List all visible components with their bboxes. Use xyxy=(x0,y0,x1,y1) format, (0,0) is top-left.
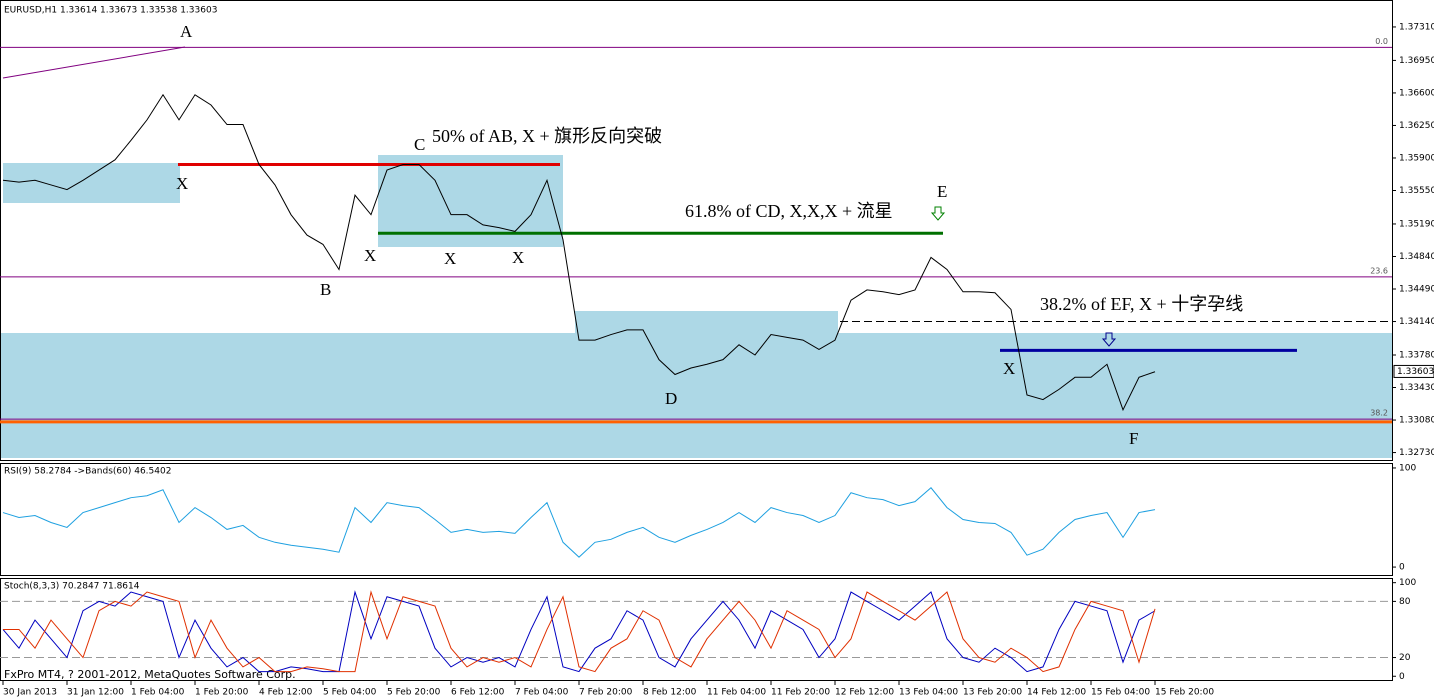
y-tick-label: 1.35550 xyxy=(1399,186,1434,196)
y-tick-label: 1.35190 xyxy=(1399,219,1434,229)
x-tick-label: 5 Feb 20:00 xyxy=(387,688,441,698)
chart-title: EURUSD,H1 1.33614 1.33673 1.33538 1.3360… xyxy=(4,6,217,16)
series-line xyxy=(2,93,1156,412)
y-tick-label: 100 xyxy=(1399,578,1416,588)
annotation: X xyxy=(176,174,188,193)
y-tick-label: 100 xyxy=(1399,463,1416,473)
fib-label: 38.2 xyxy=(1370,409,1388,418)
x-tick-label: 15 Feb 04:00 xyxy=(1091,688,1150,698)
annotation: F xyxy=(1129,429,1138,448)
annotation: 38.2% of EF, X + 十字孕线 xyxy=(1040,294,1243,314)
x-tick-label: 7 Feb 20:00 xyxy=(579,688,633,698)
price-tag-label: 1.33603 xyxy=(1397,367,1434,377)
x-tick-label: 6 Feb 12:00 xyxy=(451,688,505,698)
annotation: 50% of AB, X + 旗形反向突破 xyxy=(432,126,662,146)
x-tick-label: 15 Feb 20:00 xyxy=(1155,688,1214,698)
y-tick-label: 1.32730 xyxy=(1399,448,1434,458)
annotation: X xyxy=(512,248,524,267)
y-tick-label: 1.33080 xyxy=(1399,416,1434,426)
annotation: C xyxy=(414,135,425,154)
zone xyxy=(575,311,838,381)
x-tick-label: 8 Feb 12:00 xyxy=(643,688,697,698)
annotation: X xyxy=(1003,359,1015,378)
x-tick-label: 13 Feb 04:00 xyxy=(899,688,958,698)
y-tick-label: 1.36950 xyxy=(1399,56,1434,66)
annotation: D xyxy=(665,389,677,408)
annotation: X xyxy=(364,246,376,265)
x-tick-label: 13 Feb 20:00 xyxy=(963,688,1022,698)
x-tick-label: 30 Jan 2013 xyxy=(3,688,57,698)
y-tick-label: 0 xyxy=(1399,563,1405,573)
x-tick-label: 11 Feb 20:00 xyxy=(771,688,830,698)
x-tick-label: 4 Feb 12:00 xyxy=(259,688,313,698)
y-tick-label: 1.33430 xyxy=(1399,383,1434,393)
x-tick-label: 1 Feb 20:00 xyxy=(195,688,249,698)
annotation: A xyxy=(180,22,193,41)
stoch-title: Stoch(8,3,3) 70.2847 71.8614 xyxy=(4,582,140,592)
annotation: 61.8% of CD, X,X,X + 流星 xyxy=(685,201,893,221)
x-tick-label: 11 Feb 04:00 xyxy=(707,688,766,698)
y-tick-label: 1.34840 xyxy=(1399,252,1434,262)
y-tick-label: 1.36250 xyxy=(1399,121,1434,131)
y-tick-label: 1.34140 xyxy=(1399,317,1434,327)
fib-label: 0.0 xyxy=(1375,37,1388,46)
annotation: E xyxy=(937,182,947,201)
x-tick-label: 7 Feb 04:00 xyxy=(515,688,569,698)
y-tick-label: 1.36600 xyxy=(1399,88,1434,98)
annotation: B xyxy=(320,280,331,299)
y-tick-label: 1.37310 xyxy=(1399,22,1434,32)
x-tick-label: 5 Feb 04:00 xyxy=(323,688,377,698)
rsi-title: RSI(9) 58.2784 ->Bands(60) 46.5402 xyxy=(4,467,171,477)
series-line xyxy=(2,590,1156,673)
stoch-pane xyxy=(0,578,1393,681)
y-tick-label: 80 xyxy=(1399,597,1411,607)
price-tag xyxy=(1393,364,1434,378)
zone xyxy=(3,163,180,203)
x-tick-label: 31 Jan 12:00 xyxy=(67,688,124,698)
price-pane xyxy=(0,0,1393,461)
series-line xyxy=(3,590,1156,673)
trend-line xyxy=(2,46,186,79)
x-tick-label: 12 Feb 12:00 xyxy=(835,688,894,698)
y-tick-label: 1.34490 xyxy=(1399,285,1434,295)
y-tick-label: 0 xyxy=(1399,672,1405,682)
rsi-pane xyxy=(0,463,1393,576)
y-tick-label: 20 xyxy=(1399,653,1411,663)
copyright: FxPro MT4, ? 2001-2012, MetaQuotes Softw… xyxy=(4,668,296,681)
x-tick-label: 1 Feb 04:00 xyxy=(131,688,185,698)
zone xyxy=(378,155,563,247)
arrow-icon xyxy=(930,206,946,221)
arrow-icon xyxy=(1101,332,1117,347)
y-tick-label: 1.33780 xyxy=(1399,350,1434,360)
fib-label: 23.6 xyxy=(1370,266,1388,275)
series-line xyxy=(2,487,1156,558)
y-tick-label: 1.35900 xyxy=(1399,153,1434,163)
annotation: X xyxy=(444,249,456,268)
x-tick-label: 14 Feb 12:00 xyxy=(1027,688,1086,698)
